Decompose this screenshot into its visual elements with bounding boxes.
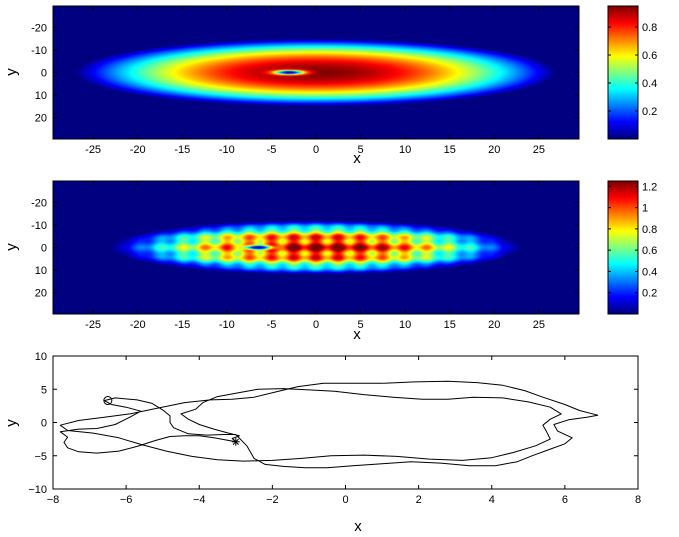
y-tick-label: 0 <box>41 418 47 430</box>
y-tick-label: 0 <box>41 243 47 255</box>
x-tick-label: -20 <box>130 144 146 156</box>
panel-2-colorbar-ticks: 0.2 0.4 0.6 0.8 1 1.2 <box>608 181 657 300</box>
panel-3-ylabel: y <box>3 419 20 427</box>
panel-3-ticks: −8 −6 −4 −2 0 2 4 6 8 −10 −5 0 5 10 <box>28 351 641 506</box>
y-tick-label: -10 <box>31 45 47 57</box>
colorbar-tick-label: 0.8 <box>642 224 657 236</box>
y-tick-label: 5 <box>41 384 47 396</box>
panel-3-xlabel: x <box>354 518 362 535</box>
x-tick-label: 6 <box>562 494 568 506</box>
panel-1-xlabel: x <box>353 150 361 167</box>
y-tick-label: 10 <box>35 265 47 277</box>
x-tick-label: 25 <box>533 144 545 156</box>
end-asterisk-marker <box>231 437 240 446</box>
x-tick-label: -25 <box>85 319 101 331</box>
panel-1-colorbar-ticks: 0.2 0.4 0.6 0.8 <box>608 22 657 118</box>
y-tick-label: −10 <box>28 484 47 496</box>
panel-2-colorbar-image <box>608 181 638 314</box>
y-tick-label: 10 <box>35 351 47 363</box>
panel-1-colorbar-image <box>608 6 638 139</box>
panel-2-heatmap-image <box>53 181 579 314</box>
panel-1-heatmap-image <box>53 6 579 139</box>
x-tick-label: -15 <box>174 319 190 331</box>
colorbar-tick-label: 0.2 <box>642 288 657 300</box>
start-circle-marker <box>103 396 113 406</box>
colorbar-tick-label: 0.2 <box>642 106 657 118</box>
colorbar-tick-label: 0.4 <box>642 78 657 90</box>
x-tick-label: 0 <box>342 494 348 506</box>
colorbar-tick-label: 1 <box>642 203 648 215</box>
y-tick-label: 20 <box>35 288 47 300</box>
y-tick-label: 10 <box>35 90 47 102</box>
x-tick-label: 4 <box>489 494 495 506</box>
x-tick-label: -15 <box>174 144 190 156</box>
x-tick-label: −8 <box>47 494 60 506</box>
x-tick-label: -25 <box>85 144 101 156</box>
x-tick-label: 20 <box>488 144 500 156</box>
y-tick-label: -20 <box>31 22 47 34</box>
colorbar-tick-label: 1.2 <box>642 181 657 193</box>
y-tick-label: −5 <box>34 451 47 463</box>
panel-2-ylabel: y <box>3 243 20 251</box>
colorbar-tick-label: 0.4 <box>642 266 657 278</box>
x-tick-label: 2 <box>416 494 422 506</box>
x-tick-label: -5 <box>267 319 277 331</box>
panel-3-plot-background <box>53 356 638 489</box>
x-tick-label: 10 <box>399 319 411 331</box>
colorbar-tick-label: 0.6 <box>642 50 657 62</box>
x-tick-label: 0 <box>313 319 319 331</box>
y-tick-label: -20 <box>31 197 47 209</box>
y-tick-label: 0 <box>41 68 47 80</box>
x-tick-label: -5 <box>267 144 277 156</box>
panel-3-plot-content <box>59 380 599 469</box>
x-tick-label: -20 <box>130 319 146 331</box>
x-tick-label: −2 <box>266 494 279 506</box>
trajectory-line <box>59 380 599 469</box>
panel-1-colorbar-frame <box>607 5 639 140</box>
colorbar-tick-label: 0.8 <box>642 22 657 34</box>
x-tick-label: 25 <box>533 319 545 331</box>
x-tick-label: −6 <box>120 494 133 506</box>
panel-3: −8 −6 −4 −2 0 2 4 6 8 −10 −5 0 5 10 x y <box>3 351 641 535</box>
x-tick-label: 8 <box>635 494 641 506</box>
x-tick-label: 15 <box>444 319 456 331</box>
x-tick-label: -10 <box>219 319 235 331</box>
y-tick-label: -10 <box>31 220 47 232</box>
panel-2-xlabel: x <box>353 326 361 343</box>
x-tick-label: 5 <box>358 319 364 331</box>
x-tick-label: 0 <box>313 144 319 156</box>
panel-2-ticks: -25 -20 -15 -10 -5 0 5 10 15 20 25 -20 -10 0 10 20 <box>31 181 579 331</box>
panel-1-ylabel: y <box>3 68 20 76</box>
x-tick-label: 15 <box>444 144 456 156</box>
x-tick-label: −4 <box>193 494 206 506</box>
panel-2-colorbar-frame <box>607 180 639 315</box>
colorbar-tick-label: 0.6 <box>642 245 657 257</box>
y-tick-label: 20 <box>35 113 47 125</box>
x-tick-label: 10 <box>399 144 411 156</box>
x-tick-label: 20 <box>488 319 500 331</box>
x-tick-label: 5 <box>358 144 364 156</box>
panel-1-ticks: -25 -20 -15 -10 -5 0 5 10 15 20 25 -20 -10 0 10 20 <box>31 6 579 156</box>
x-tick-label: -10 <box>219 144 235 156</box>
